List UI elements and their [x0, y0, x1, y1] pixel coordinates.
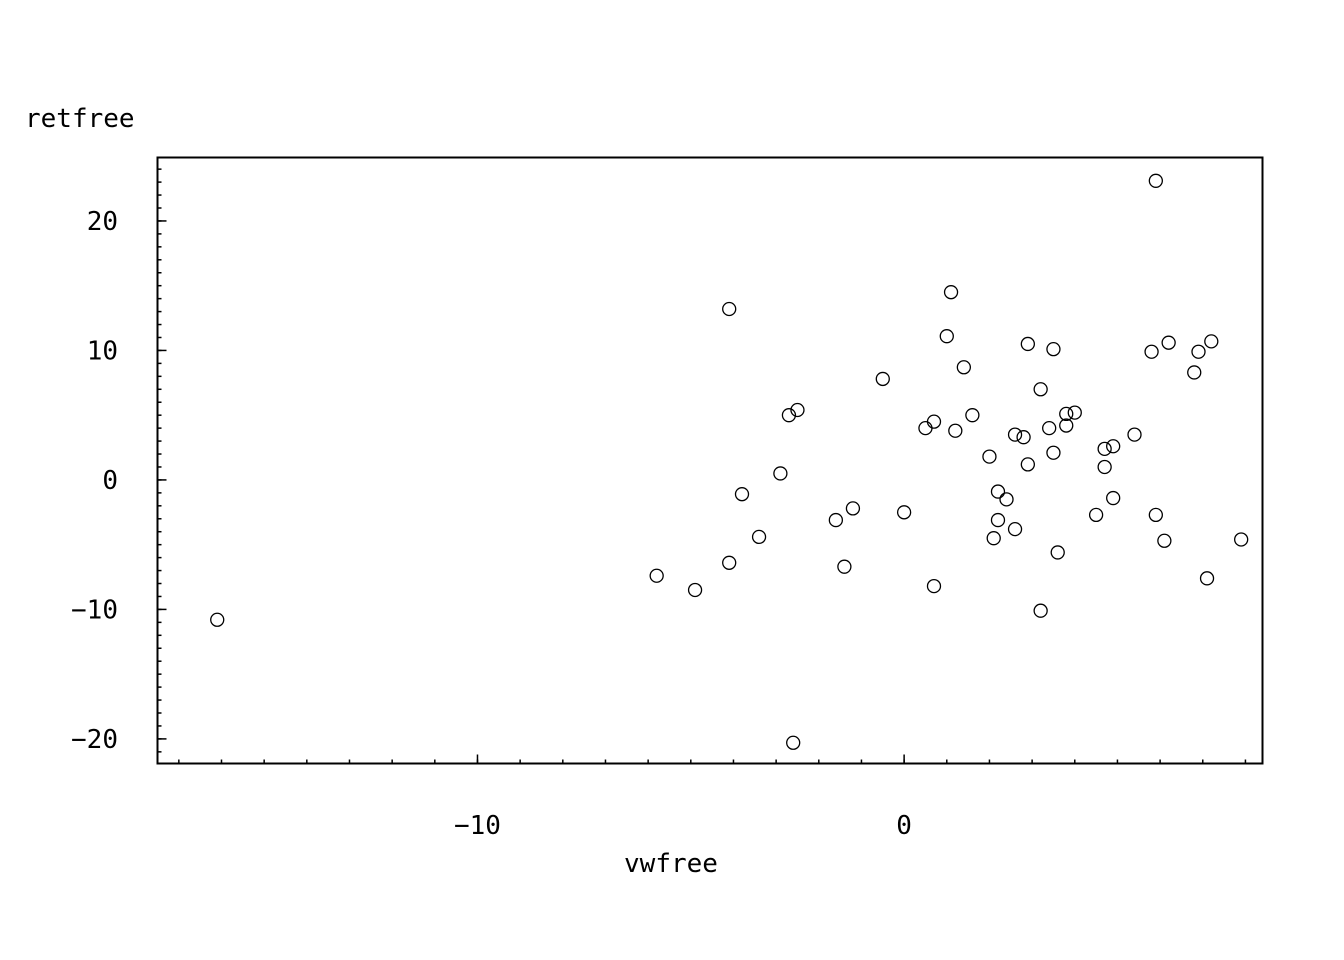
data-point [1088, 507, 1104, 523]
data-point [781, 408, 797, 423]
data-point [1007, 521, 1023, 537]
data-point [1191, 344, 1206, 359]
data-point [1016, 430, 1031, 445]
data-point [722, 301, 737, 317]
data-point [926, 578, 942, 594]
data-point [1204, 334, 1219, 349]
data-point [1067, 405, 1082, 420]
x-tick-label: 0 [896, 811, 912, 841]
data-point [982, 449, 997, 464]
data-point [1033, 603, 1048, 618]
y-tick-label: 0 [102, 466, 118, 496]
data-point [649, 568, 664, 583]
y-tick-label: 10 [87, 336, 118, 366]
y-tick-label: −10 [71, 595, 118, 625]
data-point [210, 612, 225, 627]
y-tick-label: −20 [71, 725, 118, 755]
data-point [1199, 571, 1215, 586]
data-point [990, 484, 1006, 499]
data-point [1106, 439, 1121, 454]
data-point [1050, 545, 1065, 560]
data-point [1046, 445, 1061, 460]
data-point [1234, 532, 1249, 547]
data-point [751, 529, 767, 545]
data-point [1046, 341, 1061, 357]
data-point [986, 531, 1001, 546]
data-point [790, 402, 805, 418]
data-point [1157, 533, 1172, 548]
data-point [965, 408, 980, 423]
data-point [926, 414, 942, 429]
plot-frame [156, 156, 1264, 765]
data-point [1097, 459, 1112, 475]
data-point [956, 360, 972, 375]
data-point [837, 559, 852, 574]
data-point [734, 487, 750, 502]
data-point [1059, 406, 1074, 422]
data-point [990, 512, 1006, 528]
data-point [1148, 173, 1163, 188]
data-point [1161, 335, 1176, 350]
data-point [687, 582, 703, 598]
data-point [786, 735, 801, 750]
data-points [210, 173, 1249, 750]
y-tick-label: 20 [87, 207, 118, 237]
data-point [1187, 365, 1202, 380]
data-point [1144, 344, 1159, 359]
data-point [896, 505, 912, 520]
data-point [999, 492, 1014, 507]
major-ticks [157, 220, 905, 764]
data-point [1097, 441, 1112, 456]
data-point [1127, 427, 1142, 442]
y-axis-title: retfree [25, 104, 135, 134]
data-point [1020, 457, 1035, 472]
data-point [875, 371, 890, 387]
data-point [943, 285, 959, 300]
data-point [948, 423, 963, 438]
minor-ticks [157, 168, 1247, 764]
data-point [722, 555, 737, 570]
data-point [1059, 418, 1074, 433]
data-point [1007, 427, 1023, 442]
data-point [1042, 420, 1057, 436]
data-point [1106, 490, 1121, 506]
x-tick-label: −10 [454, 811, 501, 841]
data-point [1148, 507, 1163, 523]
data-point [1033, 382, 1048, 397]
data-point [828, 512, 844, 528]
data-point [939, 329, 954, 344]
data-point [1020, 336, 1035, 352]
x-axis-title: vwfree [624, 849, 718, 879]
data-point [918, 420, 933, 436]
data-point [845, 501, 861, 516]
data-point [773, 466, 788, 481]
tick-labels: −10 0 −20 −10 0 10 20 [71, 207, 912, 841]
